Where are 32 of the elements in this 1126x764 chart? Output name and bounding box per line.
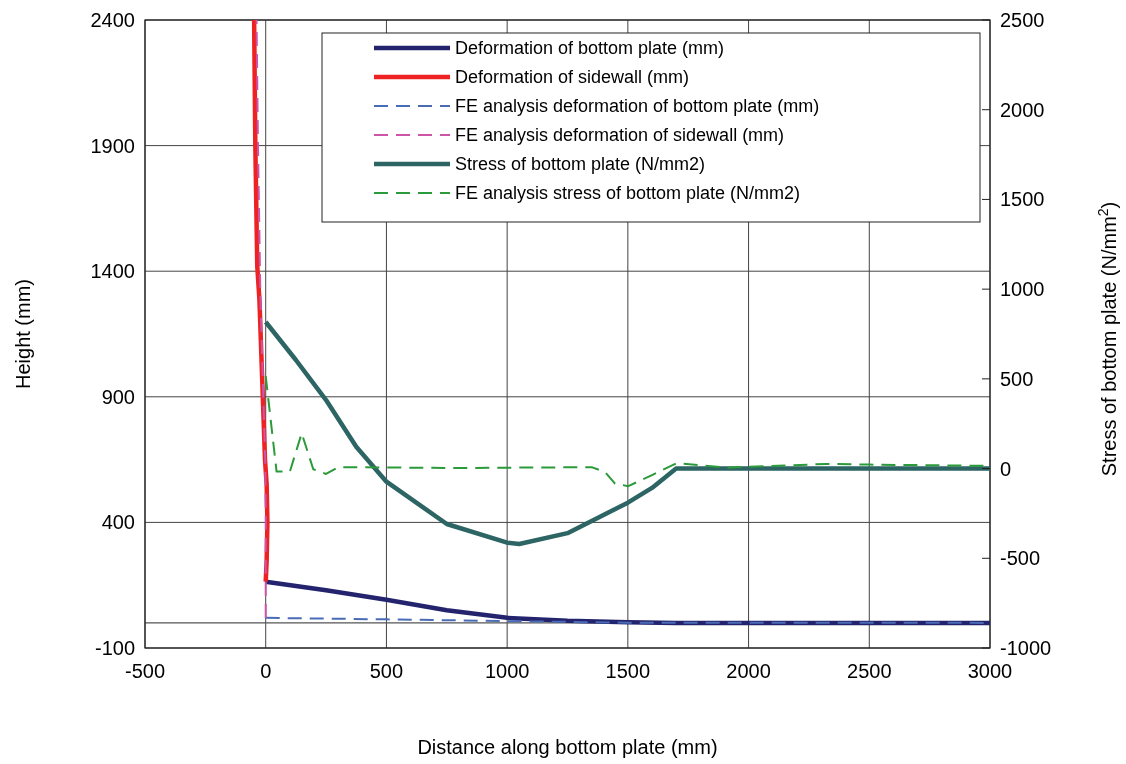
legend-label: FE analysis stress of bottom plate (N/mm2): [455, 183, 801, 204]
y2-tick-label: 1500: [1000, 188, 1045, 211]
y2-tick-label: -500: [1000, 547, 1041, 570]
y2-tick-label: 500: [1000, 367, 1034, 390]
x-tick-label: -500: [124, 660, 166, 682]
y2-tick-label: 0: [1000, 457, 1012, 480]
legend-label: FE analysis deformation of sidewall (mm): [455, 125, 785, 146]
y2-tick-label: 1000: [1000, 278, 1045, 301]
legend-label: Stress of bottom plate (N/mm2): [455, 154, 706, 175]
x-tick-label: 500: [369, 660, 404, 682]
y-tick-label: 400: [101, 511, 135, 534]
legend-label: FE analysis deformation of bottom plate (mm): [455, 96, 820, 117]
y-tick-label: 2400: [90, 9, 135, 31]
line-series: [263, 319, 993, 547]
x-axis-title: Distance along bottom plate (mm): [417, 736, 718, 758]
x-tick-label: 1000: [484, 660, 530, 682]
y-tick-label: 900: [101, 385, 135, 408]
legend-label: Deformation of bottom plate (mm): [455, 38, 725, 59]
y-tick-label: -100: [94, 637, 135, 659]
y-tick-label: 1900: [90, 134, 135, 157]
line-series: [255, 19, 267, 619]
x-tick-label: 2500: [847, 660, 892, 682]
y2-tick-label: 2000: [1000, 98, 1045, 121]
x-tick-label: 0: [260, 660, 272, 682]
y-tick-label: 1400: [90, 260, 135, 283]
legend-label: Deformation of sidewall (mm): [455, 67, 690, 88]
x-tick-label: 3000: [967, 660, 1013, 682]
y2-tick-label: -1000: [1000, 637, 1052, 659]
y-axis-title: Height (mm): [12, 278, 34, 390]
x-tick-label: 2000: [726, 660, 771, 682]
y2-tick-label: 2500: [1000, 9, 1045, 31]
x-tick-label: 1500: [605, 660, 651, 682]
